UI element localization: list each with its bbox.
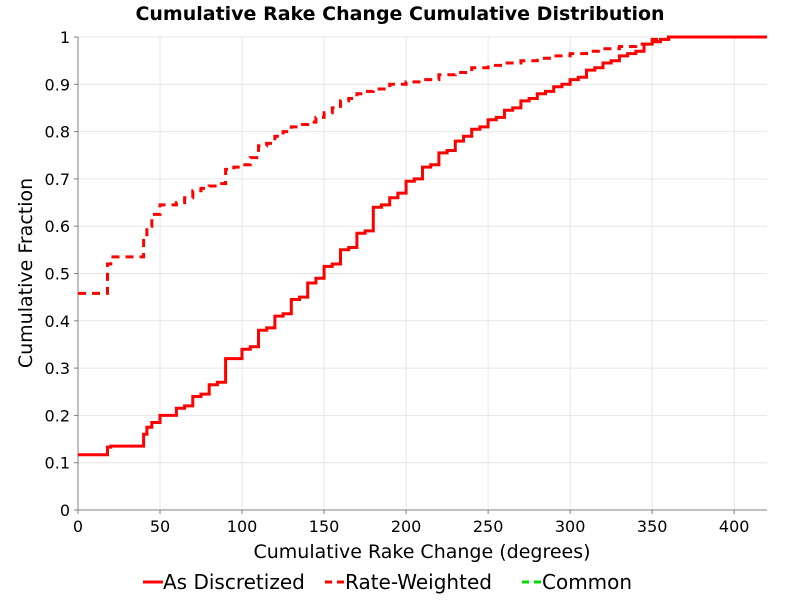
y-tick-label: 0.4: [45, 312, 70, 331]
y-tick-label: 0: [60, 501, 70, 520]
y-tick-label: 0.6: [45, 217, 70, 236]
legend: As Discretized Rate-Weighted Common: [143, 570, 632, 594]
y-tick-label: 0.7: [45, 170, 70, 189]
series-line-1: [78, 35, 767, 457]
x-tick-label: 150: [309, 517, 340, 536]
x-tick-label: 300: [555, 517, 586, 536]
x-tick-label: 50: [150, 517, 170, 536]
y-tick-label: 0.1: [45, 454, 70, 473]
legend-label: Common: [542, 570, 632, 594]
chart-title: Cumulative Rake Change Cumulative Distri…: [135, 3, 664, 25]
x-tick-label: 400: [719, 517, 750, 536]
y-tick-label: 0.9: [45, 75, 70, 94]
y-axis-title: Cumulative Fraction: [15, 178, 37, 368]
x-tick-label: 0: [73, 517, 83, 536]
x-tick-label: 250: [473, 517, 504, 536]
plot-area: [78, 35, 767, 457]
y-tick-label: 0.3: [45, 359, 70, 378]
y-tick-label: 0.2: [45, 406, 70, 425]
y-tick-label: 1: [60, 28, 70, 47]
x-tick-label: 200: [391, 517, 422, 536]
grid: [77, 36, 767, 511]
legend-label: As Discretized: [163, 570, 305, 594]
legend-label: Rate-Weighted: [345, 570, 492, 594]
y-tick-label: 0.5: [45, 265, 70, 284]
x-axis-title: Cumulative Rake Change (degrees): [253, 541, 590, 563]
axes: 0 50 100 150 200 250 300 350 400 0 0.1 0.2 0.3 0.4 0.5…: [45, 28, 767, 536]
x-tick-label: 100: [227, 517, 258, 536]
series-line-2: [78, 35, 767, 295]
x-tick-label: 350: [637, 517, 668, 536]
y-tick-label: 0.8: [45, 123, 70, 142]
